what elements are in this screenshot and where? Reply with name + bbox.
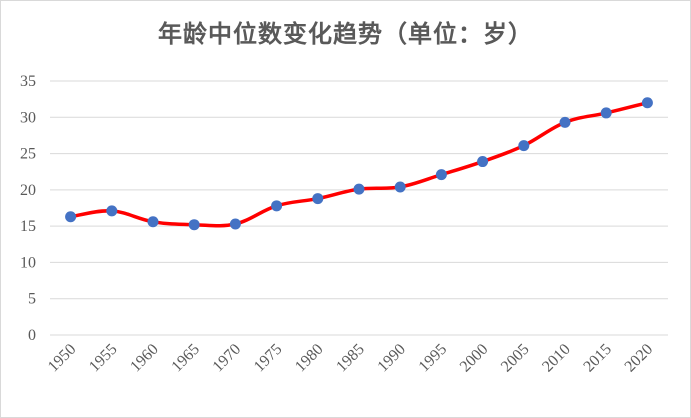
y-tick-label: 0 xyxy=(28,327,36,344)
x-tick-label: 1950 xyxy=(45,341,80,376)
y-tick-label: 30 xyxy=(20,109,36,126)
x-tick-label: 2000 xyxy=(457,341,492,376)
chart-title: 年龄中位数变化趋势（单位：岁） xyxy=(158,20,533,48)
data-point xyxy=(353,183,365,195)
data-point xyxy=(559,116,571,128)
x-tick-label: 1980 xyxy=(292,341,327,376)
data-point xyxy=(106,205,118,217)
data-point xyxy=(65,211,77,223)
x-tick-label: 1985 xyxy=(333,341,368,376)
data-point xyxy=(394,181,406,193)
data-point xyxy=(600,107,612,119)
y-tick-label: 5 xyxy=(28,291,36,308)
x-tick-label: 1995 xyxy=(416,341,451,376)
y-tick-label: 35 xyxy=(20,73,36,90)
x-tick-label: 1965 xyxy=(168,341,203,376)
x-tick-label: 2015 xyxy=(580,341,615,376)
data-point xyxy=(435,169,447,181)
x-tick-label: 1975 xyxy=(251,341,286,376)
x-tick-label: 1960 xyxy=(127,341,162,376)
y-tick-label: 20 xyxy=(20,182,36,199)
y-tick-label: 25 xyxy=(20,146,36,163)
y-tick-label: 15 xyxy=(20,218,36,235)
data-point xyxy=(518,140,530,152)
x-tick-label: 2010 xyxy=(539,341,574,376)
y-axis-ticks: 0 5 10 15 20 25 30 35 xyxy=(20,73,36,344)
x-tick-label: 1970 xyxy=(210,341,245,376)
data-point xyxy=(641,97,653,109)
x-tick-label: 1990 xyxy=(374,341,409,376)
gridlines xyxy=(50,80,668,336)
data-point xyxy=(188,219,200,231)
data-point xyxy=(477,156,489,168)
data-point xyxy=(229,218,241,230)
y-tick-label: 10 xyxy=(20,254,36,271)
x-tick-label: 1955 xyxy=(86,341,121,376)
series-markers xyxy=(65,97,653,231)
data-point xyxy=(312,193,324,205)
data-point xyxy=(271,200,283,212)
x-axis-ticks: 1950 1955 1960 1965 1970 1975 1980 1985 1990 1995… xyxy=(45,341,656,376)
x-tick-label: 2005 xyxy=(498,341,533,376)
data-point xyxy=(147,216,159,228)
x-tick-label: 2020 xyxy=(622,341,657,376)
